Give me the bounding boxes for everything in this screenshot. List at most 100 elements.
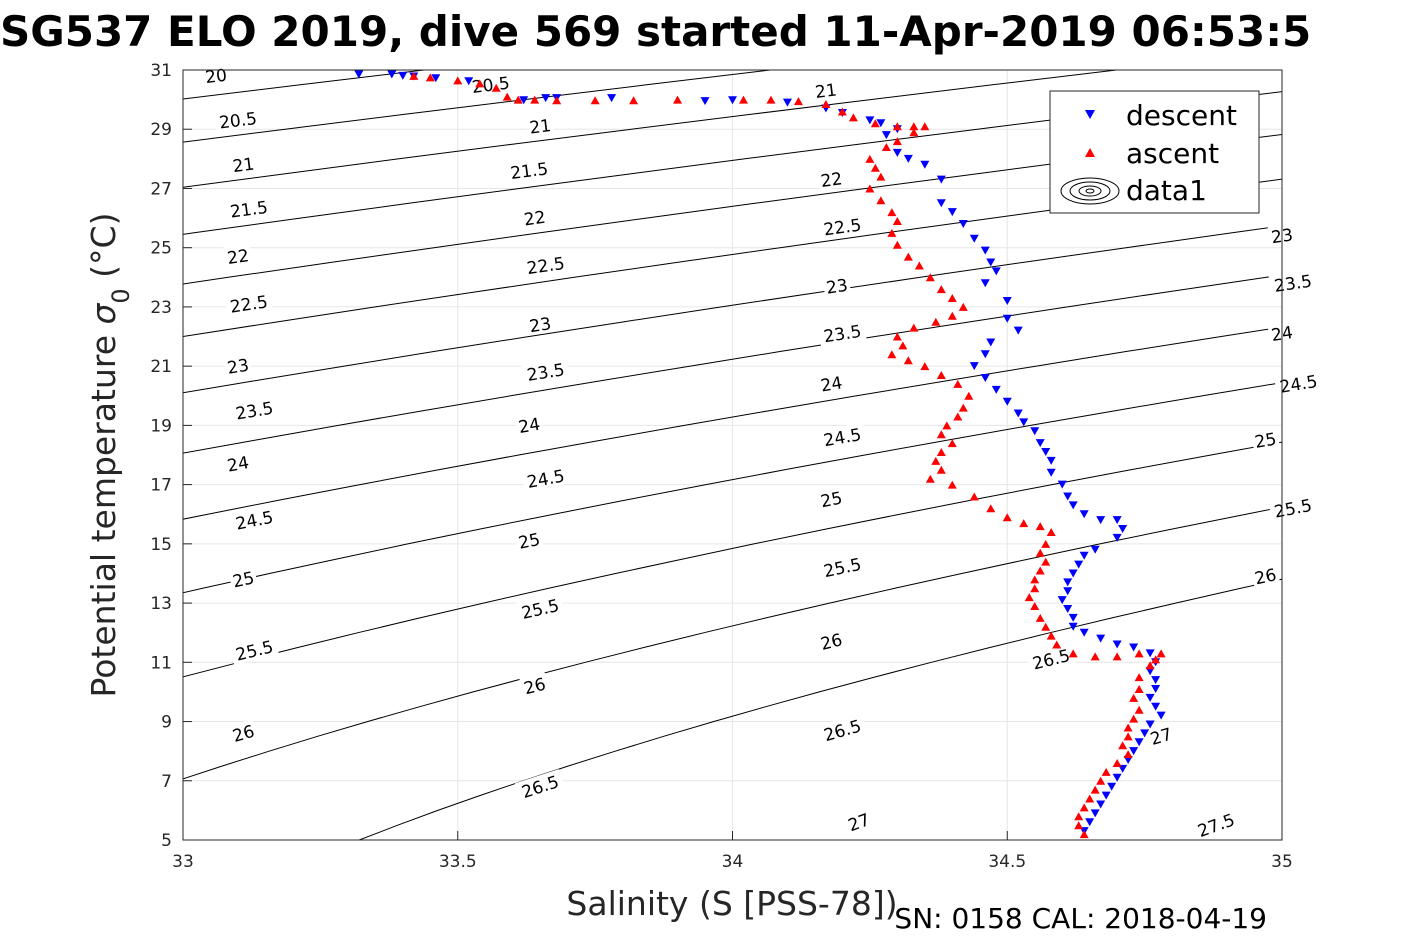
ascent-point [1035,566,1045,575]
ascent-point [837,107,847,116]
ascent-point [1151,655,1161,664]
descent-point [607,94,617,103]
ascent-point [1145,661,1155,670]
descent-point [1112,640,1122,649]
ascent-point [942,421,952,430]
descent-point [1151,676,1161,685]
contour-label-text: 21 [814,80,838,102]
descent-point [1002,397,1012,406]
contour-label-bg [514,527,544,553]
descent-point [1134,738,1144,747]
contour-label-text: 24 [819,373,844,396]
ascent-point [1035,613,1045,622]
descent-point [1063,605,1073,613]
ascent-point [1041,539,1051,548]
contour-label-text: 23 [825,276,849,299]
ascent-point [865,184,875,193]
descent-point [700,97,710,106]
ascent-point [931,456,941,465]
ascent-point [947,294,957,303]
ascent-point [892,137,902,146]
ascent-point [1041,557,1051,566]
contour-label-bg [817,167,846,191]
contour-label-text: 22 [523,208,547,231]
descent-point [958,220,968,228]
ascent-point [1123,723,1133,732]
legend-descent-marker [1085,110,1095,119]
ascent-point [909,122,919,131]
contour-label: 23.5 [1268,269,1318,297]
contour-label: 23 [822,273,852,299]
y-tick-label: 13 [150,594,172,614]
ascent-point [986,504,996,513]
descent-point [1046,456,1056,465]
ascent-point [1134,673,1144,682]
ascent-point [1134,649,1144,658]
contour-label: 25 [514,527,544,554]
contour-label-bg [514,769,565,803]
contour-label-bg [520,205,549,229]
descent-point [464,77,474,86]
ascent-point [969,492,979,501]
ascent-point [1156,649,1166,658]
contour-label-bg [1250,562,1281,588]
descent-point [519,96,529,105]
descent-point [1101,791,1111,800]
contour-label-bg [227,719,259,746]
descent-point [1079,628,1089,637]
contour-label-bg [1250,427,1280,452]
descent-point [1013,326,1023,335]
descent-point [1145,720,1155,729]
descent-point [1096,516,1106,525]
contour-label-bg [818,212,867,240]
descent-point [980,374,990,382]
y-tick-label: 19 [150,416,172,436]
ascent-point [947,480,957,489]
descent-point [1068,501,1078,510]
descent-point [1112,533,1122,542]
descent-point [947,208,957,217]
descent-point [1129,643,1139,652]
ascent-point [1052,640,1062,649]
descent-point [1118,525,1128,534]
y-tick-label: 23 [150,298,172,318]
descent-point [1063,587,1073,596]
contour-label-bg [229,634,279,665]
ascent-point [947,439,957,448]
descent-point [1140,729,1150,738]
contour-label-bg [229,504,279,534]
legend-ascent-label: ascent [1126,137,1219,170]
ascent-point [881,143,891,151]
contour-label-text: 26 [819,630,845,654]
ascent-point [425,73,435,82]
contour-label-bg [521,463,570,492]
contour-label-bg [223,450,253,476]
contour-label-bg [224,195,273,222]
contour-label-text: 23.5 [1273,272,1313,297]
contour-label-bg [213,106,262,133]
y-axis-label-sigma: σ [84,303,123,325]
contour-label-bg [1026,643,1076,674]
contour-label-bg [504,156,554,183]
isopycnal-line [183,382,1282,594]
ascent-point [870,119,880,128]
descent-point [991,385,1001,394]
contour-label-bg [817,713,867,746]
contour-label: 20 [201,63,230,88]
y-tick-label: 27 [150,179,172,199]
ascent-point [1074,821,1084,830]
ascent-point [475,79,485,88]
descent-point [1002,314,1012,323]
descent-point [1112,773,1122,782]
contour-label-bg [811,78,840,102]
ascent-point [958,302,968,311]
contour-label-bg [525,113,555,137]
ascent-point [1046,631,1056,640]
contour-label-text: 22 [226,246,250,269]
ascent-point [958,403,968,412]
contour-label: 25 [1250,427,1280,453]
contour-label: 22.5 [224,289,273,318]
descent-point [991,267,1001,276]
ascent-point [892,332,902,341]
ascent-point [936,465,946,474]
